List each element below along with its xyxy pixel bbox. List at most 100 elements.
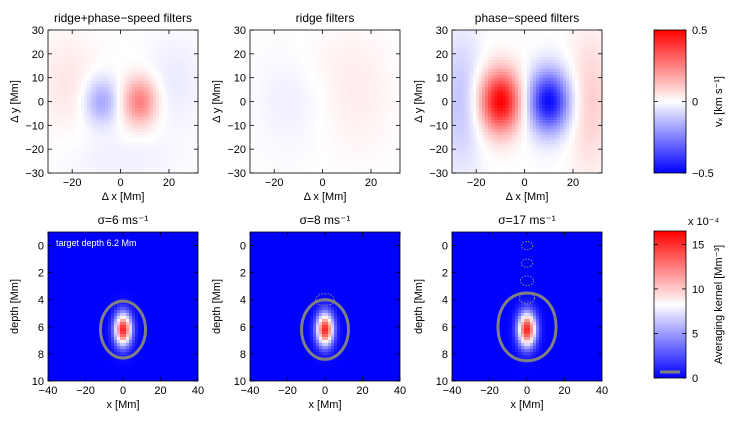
y-tick-label: 8 bbox=[38, 349, 44, 361]
x-tick-label: 0 bbox=[120, 385, 126, 397]
velocity-colorbar: 0.5 0 −0.5 vₓ [km s⁻¹] bbox=[654, 25, 725, 180]
x-tick-label: −20 bbox=[480, 385, 499, 397]
panel-title: σ=6 ms⁻¹ bbox=[98, 213, 149, 227]
x-axis-label: Δ x [Mm] bbox=[506, 191, 549, 203]
x-tick-label: 0 bbox=[524, 385, 530, 397]
y-tick-label: −10 bbox=[25, 120, 44, 132]
y-tick-label: 10 bbox=[436, 73, 448, 85]
y-axis-label: depth [Mm] bbox=[9, 279, 21, 334]
y-tick-label: 20 bbox=[436, 49, 448, 61]
x-tick-label: 0 bbox=[522, 177, 528, 189]
y-tick-label: 6 bbox=[442, 322, 448, 334]
y-tick-label: 2 bbox=[442, 268, 448, 280]
colorbar-label: Averaging kernel [Mm⁻³] bbox=[713, 245, 725, 364]
colorbar-tick-label: 0 bbox=[692, 97, 698, 109]
y-tick-label: −20 bbox=[227, 144, 246, 156]
x-axis-label: x [Mm] bbox=[107, 399, 140, 411]
y-tick-label: −10 bbox=[429, 120, 448, 132]
heatmap-field bbox=[48, 232, 198, 382]
colorbar-exponent: x 10⁻⁴ bbox=[688, 216, 720, 228]
target-depth-annotation: target depth 6.2 Mm bbox=[56, 238, 137, 248]
y-tick-label: 0 bbox=[442, 97, 448, 109]
kernel-colorbar: 15 10 5 0 x 10⁻⁴ Averaging kernel [Mm⁻³] bbox=[654, 216, 725, 385]
x-tick-label: 20 bbox=[558, 385, 570, 397]
panel-title: σ=8 ms⁻¹ bbox=[300, 213, 351, 227]
y-tick-label: −30 bbox=[429, 168, 448, 180]
y-tick-label: 0 bbox=[240, 241, 246, 253]
colorbar-tick-label: 5 bbox=[692, 328, 698, 340]
y-axis-label: depth [Mm] bbox=[211, 279, 223, 334]
panel-title: ridge+phase−speed filters bbox=[54, 11, 192, 25]
y-tick-label: −30 bbox=[25, 168, 44, 180]
x-tick-label: 20 bbox=[356, 385, 368, 397]
y-tick-label: 0 bbox=[38, 241, 44, 253]
y-tick-label: 6 bbox=[38, 322, 44, 334]
heatmap-field bbox=[250, 30, 400, 174]
x-tick-label: 20 bbox=[163, 177, 175, 189]
x-tick-label: 20 bbox=[365, 177, 377, 189]
y-tick-label: −30 bbox=[227, 168, 246, 180]
y-tick-label: 2 bbox=[240, 268, 246, 280]
y-tick-label: 10 bbox=[32, 376, 44, 388]
x-tick-label: 40 bbox=[394, 385, 406, 397]
panel-title: ridge filters bbox=[296, 11, 355, 25]
x-axis-label: Δ x [Mm] bbox=[102, 191, 145, 203]
y-tick-label: 10 bbox=[32, 73, 44, 85]
colorbar-label: vₓ [km s⁻¹] bbox=[713, 76, 725, 127]
y-tick-label: 30 bbox=[436, 25, 448, 37]
y-tick-label: −20 bbox=[429, 144, 448, 156]
x-tick-label: 0 bbox=[118, 177, 124, 189]
colorbar-tick-label: 10 bbox=[692, 284, 704, 296]
x-axis-label: x [Mm] bbox=[309, 399, 342, 411]
colorbar-gradient bbox=[654, 231, 686, 378]
panel-title: σ=17 ms⁻¹ bbox=[498, 213, 555, 227]
heatmap-field bbox=[452, 30, 602, 174]
y-tick-label: 20 bbox=[32, 49, 44, 61]
x-tick-label: −20 bbox=[63, 177, 82, 189]
y-tick-label: 8 bbox=[442, 349, 448, 361]
y-axis-label: Δ y [Mm] bbox=[211, 80, 223, 123]
x-tick-label: 20 bbox=[154, 385, 166, 397]
x-tick-label: −20 bbox=[467, 177, 486, 189]
y-tick-label: 30 bbox=[32, 25, 44, 37]
x-axis-label: Δ x [Mm] bbox=[304, 191, 347, 203]
x-tick-label: −20 bbox=[278, 385, 297, 397]
colorbar-tick-label: 15 bbox=[692, 239, 704, 251]
y-tick-label: 0 bbox=[442, 241, 448, 253]
y-tick-label: 10 bbox=[234, 376, 246, 388]
y-tick-label: 30 bbox=[234, 25, 246, 37]
x-tick-label: 0 bbox=[322, 385, 328, 397]
x-tick-label: 0 bbox=[320, 177, 326, 189]
x-tick-label: −20 bbox=[265, 177, 284, 189]
y-axis-label: Δ y [Mm] bbox=[413, 80, 425, 123]
heatmap-field bbox=[48, 30, 198, 174]
colorbar-tick-label: −0.5 bbox=[692, 168, 714, 180]
y-tick-label: 10 bbox=[436, 376, 448, 388]
y-tick-label: 10 bbox=[234, 73, 246, 85]
y-tick-label: 4 bbox=[38, 295, 44, 307]
x-axis-label: x [Mm] bbox=[511, 399, 544, 411]
y-tick-label: 20 bbox=[234, 49, 246, 61]
y-tick-label: 4 bbox=[240, 295, 246, 307]
y-tick-label: 6 bbox=[240, 322, 246, 334]
y-tick-label: 4 bbox=[442, 295, 448, 307]
y-tick-label: 0 bbox=[240, 97, 246, 109]
x-tick-label: 40 bbox=[192, 385, 204, 397]
y-axis-label: Δ y [Mm] bbox=[9, 80, 21, 123]
y-tick-label: 2 bbox=[38, 268, 44, 280]
y-tick-label: −20 bbox=[25, 144, 44, 156]
colorbar-tick-label: 0.5 bbox=[692, 25, 707, 37]
colorbar-gradient bbox=[654, 30, 686, 173]
colorbar-tick-label: 0 bbox=[692, 373, 698, 385]
y-tick-label: 8 bbox=[240, 349, 246, 361]
y-tick-label: −10 bbox=[227, 120, 246, 132]
y-axis-label: depth [Mm] bbox=[413, 279, 425, 334]
x-tick-label: 40 bbox=[596, 385, 608, 397]
